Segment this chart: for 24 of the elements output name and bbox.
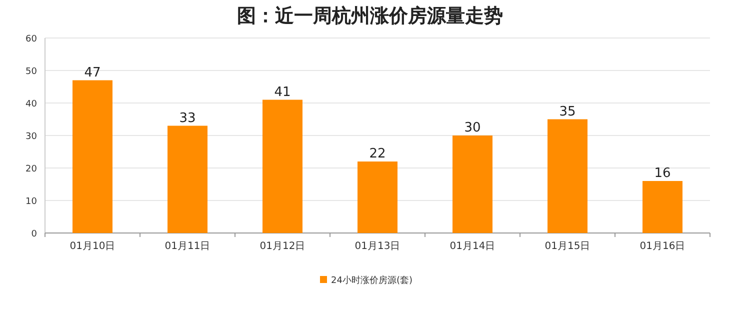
xtick: 01月15日 (544, 241, 590, 252)
ytick: 50 (26, 67, 37, 77)
xtick: 01月12日 (260, 241, 306, 252)
data-label: 33 (179, 110, 196, 126)
xtick: 01月11日 (164, 241, 210, 252)
data-label: 22 (369, 146, 386, 162)
ytick: 0 (31, 230, 37, 240)
data-label: 16 (654, 166, 671, 181)
ytick: 30 (26, 132, 37, 142)
ytick: 10 (26, 197, 37, 207)
xtick: 01月16日 (640, 241, 686, 252)
legend-label: 24小时涨价房源(套) (331, 275, 412, 286)
data-label: 30 (464, 120, 481, 136)
data-label: 41 (274, 84, 291, 100)
xtick: 01月10日 (70, 241, 116, 252)
legend: 24小时涨价房源(套) (320, 276, 412, 286)
data-label: 47 (84, 65, 101, 80)
title: 图：近一周杭州涨价房源量走势 (237, 5, 503, 27)
ytick: 40 (26, 100, 37, 110)
xtick: 01月14日 (450, 241, 496, 252)
xtick: 01月13日 (354, 241, 400, 252)
data-label: 35 (559, 104, 576, 120)
ytick: 60 (26, 34, 37, 44)
ytick: 20 (26, 164, 37, 174)
